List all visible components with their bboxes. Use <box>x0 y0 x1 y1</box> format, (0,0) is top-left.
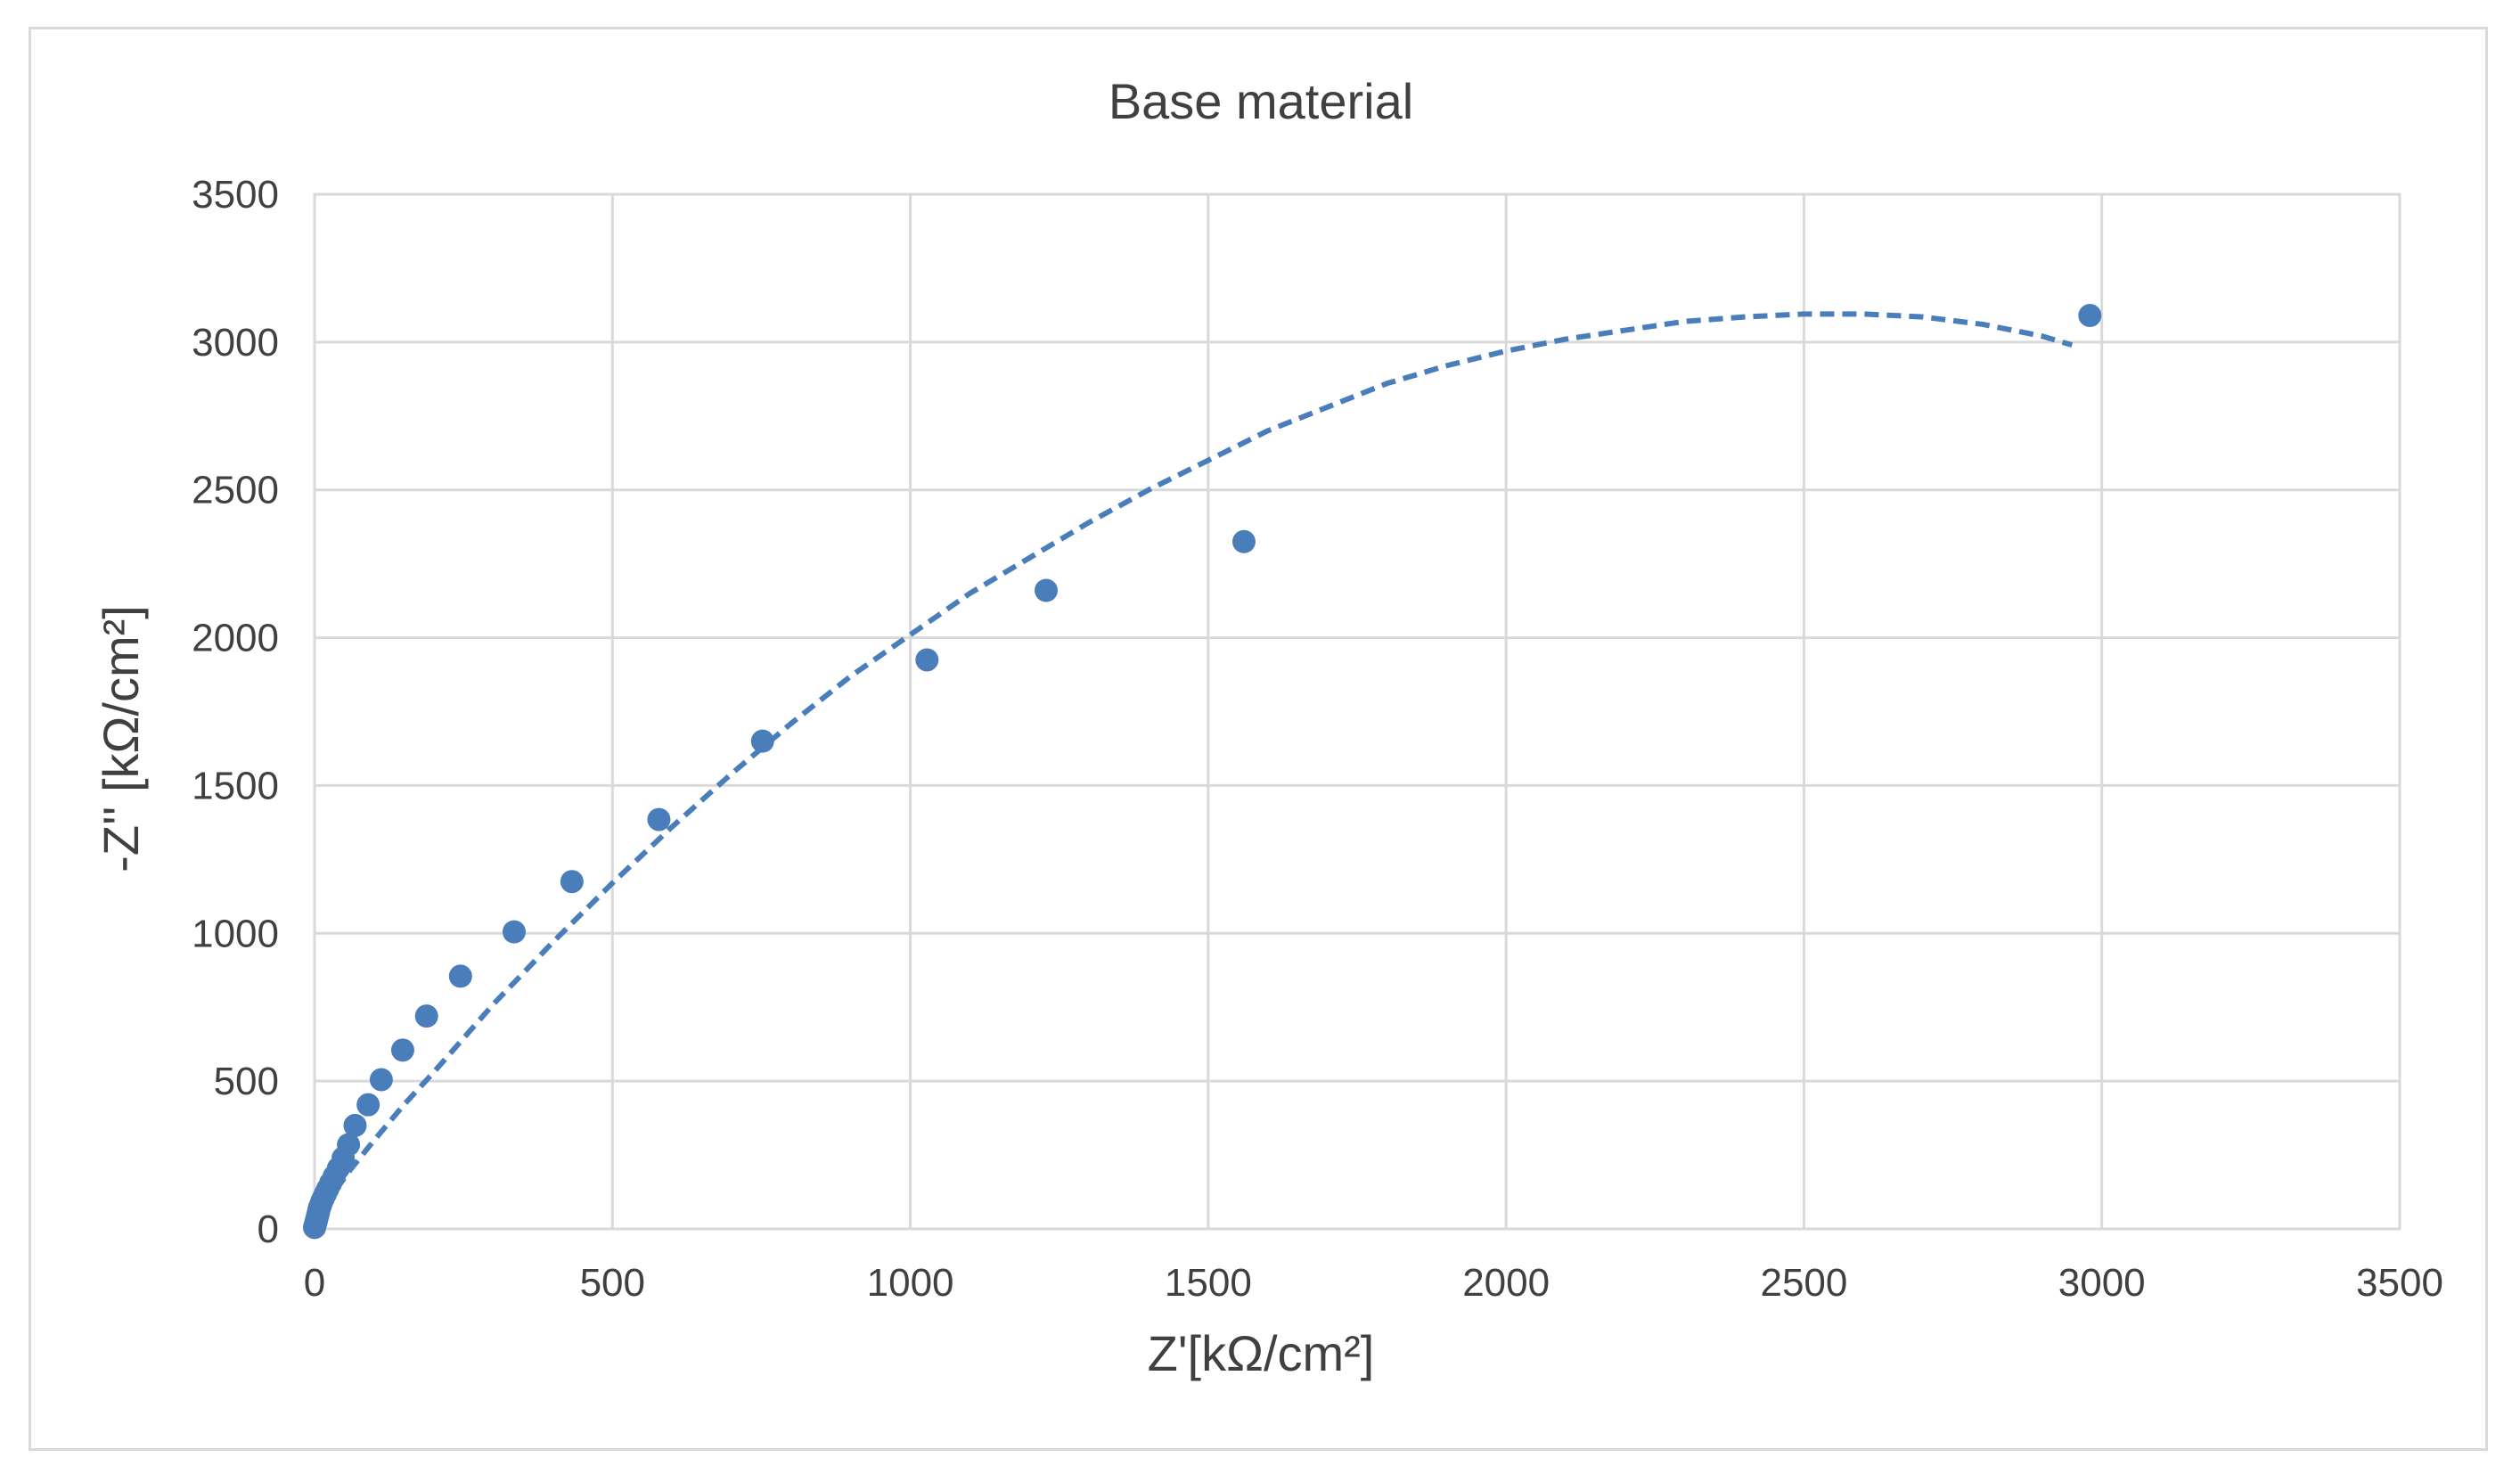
chart-title: Base material <box>1109 73 1413 129</box>
data-point <box>502 920 526 944</box>
y-axis-title: -Z'' [kΩ/cm²] <box>93 605 149 872</box>
x-tick-label: 1000 <box>867 1261 954 1305</box>
data-point <box>1035 578 1059 602</box>
x-tick-label: 2000 <box>1462 1261 1550 1305</box>
x-tick-label: 500 <box>580 1261 645 1305</box>
data-point <box>356 1093 380 1117</box>
grid-layer <box>313 192 2401 1231</box>
data-point <box>448 964 472 988</box>
y-tick-label: 500 <box>214 1060 279 1103</box>
y-tick-label: 2500 <box>192 469 279 512</box>
data-point <box>343 1113 367 1137</box>
y-tick-label: 1500 <box>192 764 279 807</box>
fit-line <box>312 311 2074 1231</box>
plot-area <box>313 192 2401 1231</box>
y-tick-label: 1000 <box>192 912 279 955</box>
data-point <box>369 1068 393 1092</box>
data-point <box>414 1004 438 1028</box>
y-tick-label: 2000 <box>192 617 279 660</box>
data-point <box>2078 304 2102 328</box>
y-tick-label: 3000 <box>192 321 279 364</box>
tick-labels: 0 500 1000 1500 2000 2500 3000 3500 0 500 1000 1500… <box>192 173 2443 1305</box>
data-point <box>647 807 671 831</box>
data-point <box>1231 529 1256 553</box>
data-point <box>390 1038 414 1062</box>
measured-series <box>303 304 2102 1240</box>
data-point <box>337 1133 361 1157</box>
y-tick-label: 0 <box>258 1208 279 1251</box>
chart-frame: Base material 0 500 1000 1500 2000 2500 3000 35… <box>29 27 2488 1451</box>
fit-series <box>312 311 2074 1231</box>
data-point <box>750 729 774 753</box>
x-axis-title: Z'[kΩ/cm²] <box>1148 1325 1375 1381</box>
x-tick-label: 2500 <box>1760 1261 1847 1305</box>
data-point <box>915 648 939 672</box>
x-tick-label: 3500 <box>2356 1261 2443 1305</box>
y-tick-label: 3500 <box>192 173 279 217</box>
chart-svg: Base material 0 500 1000 1500 2000 2500 3000 35… <box>93 73 2443 1381</box>
data-point <box>560 870 584 894</box>
x-tick-label: 0 <box>304 1261 325 1305</box>
x-tick-label: 1500 <box>1165 1261 1252 1305</box>
x-tick-label: 3000 <box>2058 1261 2146 1305</box>
